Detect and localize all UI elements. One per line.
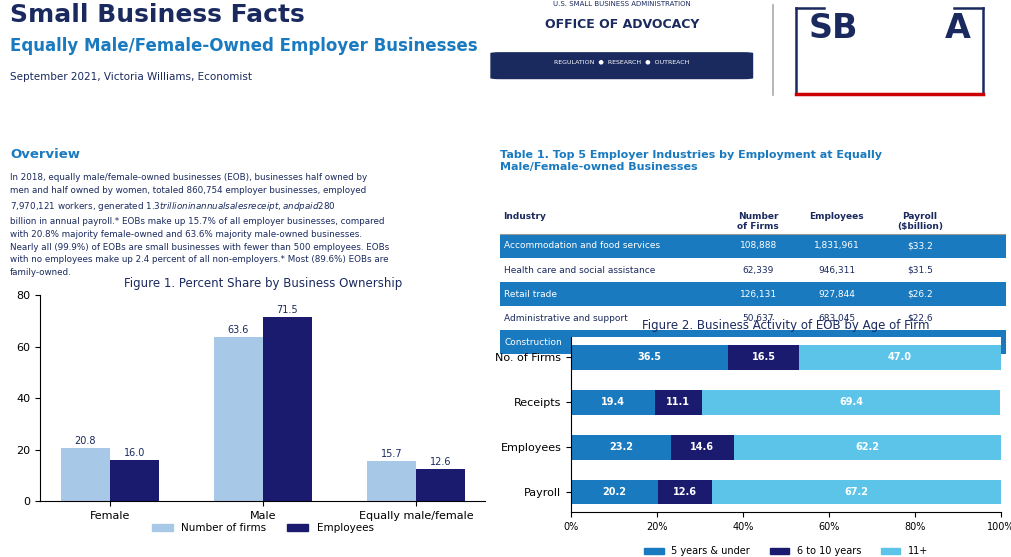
Text: $1.3T: $1.3T bbox=[662, 114, 698, 124]
Bar bbox=[417, 469, 465, 501]
Text: of workers at EOBs with <100 employees: of workers at EOBs with <100 employees bbox=[417, 139, 651, 149]
Text: 683,045: 683,045 bbox=[818, 314, 855, 323]
Text: Administrative and support: Administrative and support bbox=[504, 314, 628, 323]
Text: Accommodation and food services: Accommodation and food services bbox=[504, 242, 660, 251]
Text: Payroll
($billion): Payroll ($billion) bbox=[897, 212, 943, 231]
Bar bbox=[712, 480, 1001, 505]
Bar bbox=[367, 461, 417, 501]
Text: 69.4: 69.4 bbox=[839, 397, 863, 407]
Bar bbox=[500, 282, 1006, 306]
Text: annual receipts: annual receipts bbox=[710, 114, 800, 124]
Text: 20.8: 20.8 bbox=[75, 436, 96, 446]
Text: 946,311: 946,311 bbox=[818, 266, 855, 275]
Text: 11.1: 11.1 bbox=[666, 397, 691, 407]
Text: A: A bbox=[945, 12, 972, 45]
Text: 12.6: 12.6 bbox=[430, 457, 451, 467]
Bar bbox=[671, 435, 734, 460]
Text: 14.6: 14.6 bbox=[691, 442, 714, 452]
FancyBboxPatch shape bbox=[490, 52, 753, 79]
Text: 656,613: 656,613 bbox=[818, 338, 855, 346]
Bar bbox=[500, 330, 1006, 354]
Text: Health care and social assistance: Health care and social assistance bbox=[504, 266, 656, 275]
Text: $26.2: $26.2 bbox=[907, 290, 933, 299]
Text: 15.7: 15.7 bbox=[381, 449, 402, 459]
Text: Number
of Firms: Number of Firms bbox=[737, 212, 779, 231]
Bar bbox=[728, 345, 799, 370]
Text: Workers employed by EOBs: Workers employed by EOBs bbox=[475, 114, 632, 124]
Text: SB: SB bbox=[809, 12, 858, 45]
Text: 12.6: 12.6 bbox=[673, 487, 697, 497]
Bar bbox=[571, 435, 671, 460]
Text: Table 1. Top 5 Employer Industries by Employment at Equally
Male/Female-owned Bu: Table 1. Top 5 Employer Industries by Em… bbox=[500, 150, 883, 172]
Text: Retail trade: Retail trade bbox=[504, 290, 557, 299]
Text: Equally Male/Female-Owned Employer Businesses: Equally Male/Female-Owned Employer Busin… bbox=[10, 37, 478, 55]
Bar bbox=[658, 480, 712, 505]
Bar bbox=[214, 338, 263, 501]
Legend: Number of firms, Employees: Number of firms, Employees bbox=[148, 519, 378, 538]
Text: 1,831,961: 1,831,961 bbox=[814, 242, 859, 251]
Text: 19.4: 19.4 bbox=[601, 397, 625, 407]
Text: $33.2: $33.2 bbox=[907, 242, 933, 251]
Text: Overview: Overview bbox=[10, 148, 80, 160]
Bar bbox=[571, 390, 654, 414]
Bar bbox=[703, 390, 1001, 414]
Text: 63.6: 63.6 bbox=[227, 325, 249, 335]
Text: Employees: Employees bbox=[809, 212, 864, 221]
Text: 91.6%: 91.6% bbox=[662, 139, 701, 149]
Text: 62.2: 62.2 bbox=[855, 442, 880, 452]
Text: 927,844: 927,844 bbox=[818, 290, 855, 299]
Bar bbox=[654, 390, 703, 414]
Text: September 2021, Victoria Williams, Economist: September 2021, Victoria Williams, Econo… bbox=[10, 72, 252, 82]
Text: EOB employer firms: EOB employer firms bbox=[77, 114, 192, 124]
Text: 108,888: 108,888 bbox=[740, 242, 776, 251]
Text: 99.2%: 99.2% bbox=[10, 139, 49, 149]
Text: Small Business Facts: Small Business Facts bbox=[10, 3, 305, 27]
Text: 16.0: 16.0 bbox=[123, 448, 145, 458]
Text: of EOBs have < 100 employees: of EOBs have < 100 employees bbox=[58, 139, 238, 149]
Text: 860,700: 860,700 bbox=[10, 114, 61, 124]
Title: Figure 1. Percent Share by Business Ownership: Figure 1. Percent Share by Business Owne… bbox=[123, 277, 402, 290]
Text: In 2018, equally male/female-owned businesses (EOB), businesses half owned by
me: In 2018, equally male/female-owned busin… bbox=[10, 173, 389, 277]
Legend: 5 years & under, 6 to 10 years, 11+: 5 years & under, 6 to 10 years, 11+ bbox=[640, 543, 932, 557]
Text: 62,339: 62,339 bbox=[742, 266, 774, 275]
Text: 71.5: 71.5 bbox=[277, 305, 298, 315]
Text: 8.0 Million: 8.0 Million bbox=[369, 114, 434, 124]
Text: 36.5: 36.5 bbox=[638, 353, 661, 362]
Text: 126,131: 126,131 bbox=[740, 290, 776, 299]
Text: 16.5: 16.5 bbox=[751, 353, 775, 362]
Text: 47.0: 47.0 bbox=[888, 353, 912, 362]
Text: Construction: Construction bbox=[504, 338, 562, 346]
Text: 50,637: 50,637 bbox=[742, 314, 774, 323]
Text: REGULATION  ●  RESEARCH  ●  OUTREACH: REGULATION ● RESEARCH ● OUTREACH bbox=[554, 59, 690, 64]
Bar bbox=[799, 345, 1001, 370]
Bar bbox=[61, 448, 109, 501]
Text: 67.2: 67.2 bbox=[844, 487, 868, 497]
Bar bbox=[571, 480, 658, 505]
Title: Figure 2. Business Activity of EOB by Age of Firm: Figure 2. Business Activity of EOB by Ag… bbox=[642, 319, 930, 331]
Text: Industry: Industry bbox=[502, 212, 546, 221]
Text: 100,260: 100,260 bbox=[740, 338, 776, 346]
Text: U.S. SMALL BUSINESS ADMINISTRATION: U.S. SMALL BUSINESS ADMINISTRATION bbox=[553, 1, 691, 7]
Text: $22.6: $22.6 bbox=[907, 314, 933, 323]
Bar bbox=[500, 234, 1006, 258]
Text: OFFICE OF ADVOCACY: OFFICE OF ADVOCACY bbox=[545, 18, 699, 31]
Bar bbox=[734, 435, 1001, 460]
Text: 23.2: 23.2 bbox=[609, 442, 633, 452]
Text: of receipts by EOBs with < 500 employees: of receipts by EOBs with < 500 employees bbox=[710, 139, 951, 149]
Bar bbox=[263, 317, 311, 501]
Text: $35.2: $35.2 bbox=[907, 338, 933, 346]
Text: 73.4%: 73.4% bbox=[369, 139, 407, 149]
Text: 20.2: 20.2 bbox=[603, 487, 627, 497]
Bar bbox=[109, 460, 159, 501]
Bar bbox=[571, 345, 728, 370]
Text: $31.5: $31.5 bbox=[907, 266, 933, 275]
